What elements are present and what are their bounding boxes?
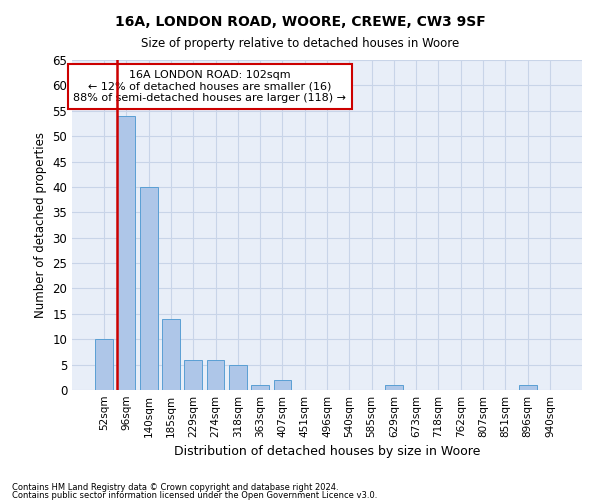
Text: Contains HM Land Registry data © Crown copyright and database right 2024.: Contains HM Land Registry data © Crown c… bbox=[12, 484, 338, 492]
Bar bbox=[140, 187, 158, 390]
Bar bbox=[385, 385, 403, 390]
Y-axis label: Number of detached properties: Number of detached properties bbox=[34, 132, 47, 318]
X-axis label: Distribution of detached houses by size in Woore: Distribution of detached houses by size … bbox=[174, 446, 480, 458]
Bar bbox=[95, 339, 113, 390]
Text: 16A LONDON ROAD: 102sqm
← 12% of detached houses are smaller (16)
88% of semi-de: 16A LONDON ROAD: 102sqm ← 12% of detache… bbox=[73, 70, 346, 103]
Bar bbox=[518, 385, 536, 390]
Bar bbox=[251, 385, 269, 390]
Bar bbox=[162, 319, 180, 390]
Text: Size of property relative to detached houses in Woore: Size of property relative to detached ho… bbox=[141, 38, 459, 51]
Bar bbox=[274, 380, 292, 390]
Bar bbox=[184, 360, 202, 390]
Text: 16A, LONDON ROAD, WOORE, CREWE, CW3 9SF: 16A, LONDON ROAD, WOORE, CREWE, CW3 9SF bbox=[115, 15, 485, 29]
Bar bbox=[118, 116, 136, 390]
Bar bbox=[229, 364, 247, 390]
Bar bbox=[206, 360, 224, 390]
Text: Contains public sector information licensed under the Open Government Licence v3: Contains public sector information licen… bbox=[12, 490, 377, 500]
